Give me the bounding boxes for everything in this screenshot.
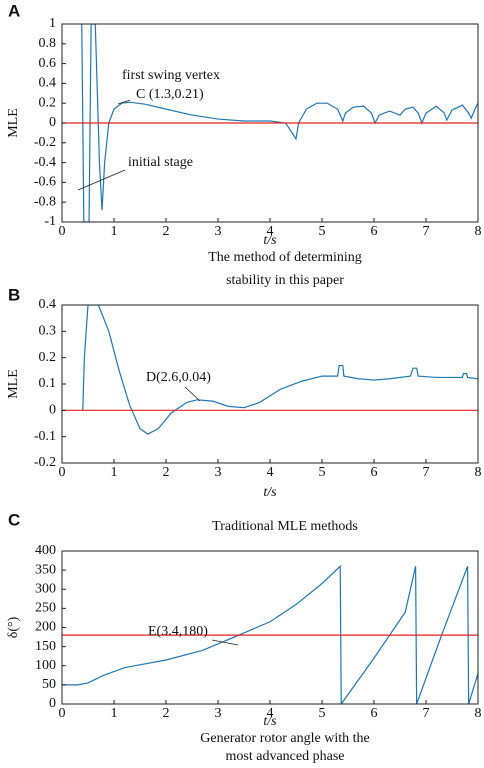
y-tick-label: 1 — [49, 16, 56, 31]
y-tick-label: 0 — [49, 403, 56, 418]
y-axis-label: δ(°) — [6, 616, 21, 638]
y-tick-label: 0 — [49, 696, 56, 711]
annotation: D(2.6,0.04) — [146, 370, 211, 385]
y-tick-label: -1 — [44, 214, 56, 229]
x-tick-label: 2 — [163, 224, 170, 239]
y-tick-label: 0.8 — [39, 36, 57, 51]
caption: Traditional MLE methods — [212, 519, 358, 534]
annotation-leader — [211, 639, 239, 646]
x-tick-label: 1 — [111, 465, 118, 480]
y-tick-label: 0.3 — [39, 324, 57, 339]
panel-label: B — [8, 285, 20, 304]
y-tick-label: 0 — [49, 115, 56, 130]
annotation-leader — [77, 169, 126, 191]
x-tick-label: 6 — [371, 224, 378, 239]
y-tick-label: 100 — [35, 658, 56, 673]
plot-area — [62, 305, 478, 435]
y-axis-label: MLE — [6, 369, 21, 399]
x-tick-label: 5 — [319, 224, 326, 239]
x-tick-label: 6 — [371, 465, 378, 480]
annotation: first swing vertex — [122, 68, 220, 83]
y-tick-label: 350 — [35, 562, 56, 577]
x-tick-label: 7 — [423, 465, 430, 480]
x-tick-label: 3 — [215, 224, 222, 239]
x-tick-label: 4 — [267, 706, 274, 721]
y-tick-label: -0.4 — [34, 155, 56, 170]
x-tick-label: 8 — [475, 224, 482, 239]
y-tick-label: 0.2 — [39, 95, 57, 110]
x-tick-label: 4 — [267, 224, 274, 239]
x-tick-label: 2 — [163, 465, 170, 480]
caption: The method of determining — [208, 250, 362, 265]
y-tick-label: 150 — [35, 639, 56, 654]
y-tick-label: 250 — [35, 601, 56, 616]
x-tick-label: 8 — [475, 465, 482, 480]
x-tick-label: 0 — [59, 465, 66, 480]
data-line — [81, 24, 478, 222]
x-axis-label: t/s — [263, 233, 277, 248]
y-axis-label: MLE — [6, 108, 21, 138]
y-tick-label: -0.1 — [34, 429, 56, 444]
x-tick-label: 0 — [59, 706, 66, 721]
y-tick-label: 0.2 — [39, 350, 57, 365]
plot-area — [62, 24, 478, 222]
x-tick-label: 7 — [423, 706, 430, 721]
x-tick-label: 3 — [215, 465, 222, 480]
annotation: initial stage — [128, 155, 193, 170]
annotation-leader — [184, 386, 201, 402]
caption: most advanced phase — [226, 749, 345, 764]
data-line — [62, 564, 478, 704]
data-line — [82, 305, 478, 435]
x-tick-label: 5 — [319, 706, 326, 721]
y-tick-label: 300 — [35, 581, 56, 596]
y-tick-label: -0.2 — [34, 455, 56, 470]
y-tick-label: 50 — [42, 677, 56, 692]
plot-area — [62, 564, 478, 704]
x-tick-label: 2 — [163, 706, 170, 721]
axes-frame — [61, 304, 479, 464]
x-tick-label: 1 — [111, 224, 118, 239]
caption: stability in this paper — [226, 273, 344, 288]
x-tick-label: 1 — [111, 706, 118, 721]
x-tick-label: 5 — [319, 465, 326, 480]
x-tick-label: 7 — [423, 224, 430, 239]
annotation: C (1.3,0.21) — [136, 87, 204, 102]
x-tick-label: 8 — [475, 706, 482, 721]
annotation-leader — [117, 99, 131, 105]
panel-label: A — [8, 1, 20, 20]
x-tick-label: 3 — [215, 706, 222, 721]
y-tick-label: 0.4 — [39, 76, 57, 91]
y-tick-label: -0.2 — [34, 135, 56, 150]
annotation: E(3.4,180) — [148, 624, 208, 639]
y-tick-label: 0.4 — [39, 297, 57, 312]
y-tick-label: 200 — [35, 620, 56, 635]
y-tick-label: -0.6 — [34, 175, 56, 190]
x-tick-label: 0 — [59, 224, 66, 239]
panel-label: C — [8, 510, 20, 529]
y-tick-label: 400 — [35, 543, 56, 558]
x-axis-label: t/s — [263, 485, 277, 500]
y-tick-label: 0.1 — [39, 376, 57, 391]
x-tick-label: 4 — [267, 465, 274, 480]
y-tick-label: -0.8 — [34, 194, 56, 209]
caption: Generator rotor angle with the — [200, 731, 370, 746]
x-axis-label: t/s — [263, 714, 277, 729]
y-tick-label: 0.6 — [39, 56, 57, 71]
x-tick-label: 6 — [371, 706, 378, 721]
